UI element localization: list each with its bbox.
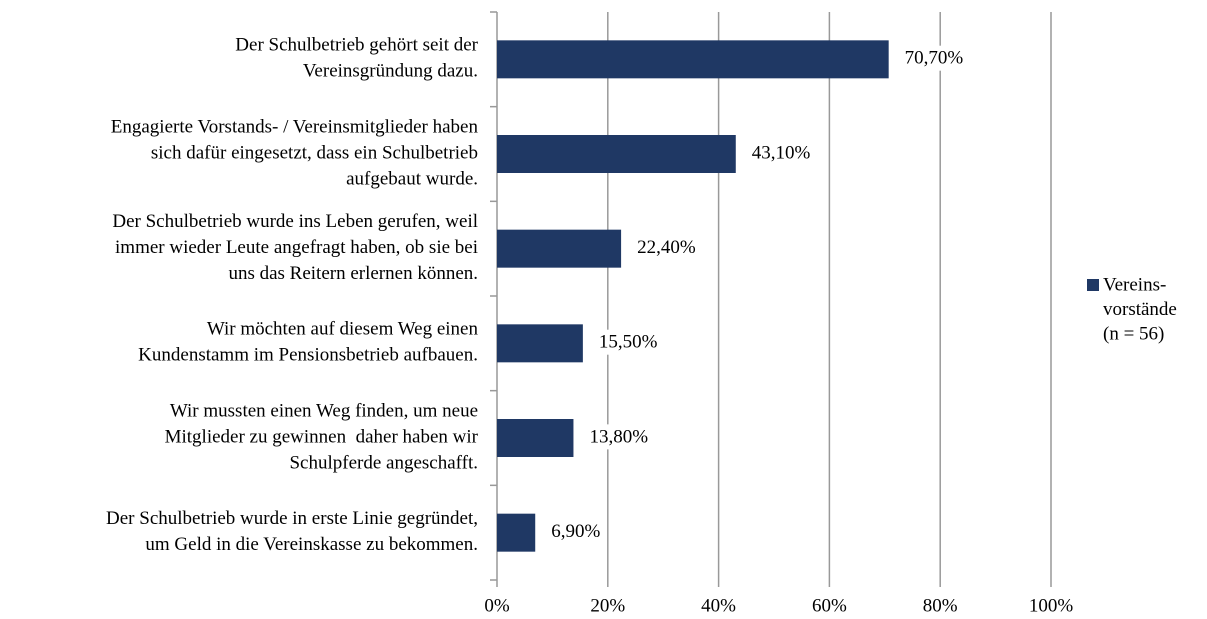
- y-tick-label: immer wieder Leute angefragt haben, ob s…: [115, 237, 478, 258]
- y-tick-label: um Geld in die Vereinskasse zu bekommen.: [145, 534, 478, 555]
- x-tick-label: 60%: [812, 595, 847, 616]
- legend-label: (n = 56): [1103, 323, 1164, 344]
- legend-swatch: [1087, 279, 1099, 291]
- y-tick-label: Wir möchten auf diesem Weg einen: [207, 319, 479, 340]
- value-label: 22,40%: [637, 237, 696, 258]
- y-tick-label: Der Schulbetrieb wurde in erste Linie ge…: [106, 508, 478, 529]
- x-tick-label: 80%: [923, 595, 958, 616]
- value-label-bg: [633, 235, 700, 261]
- value-label-bg: [585, 424, 653, 450]
- y-tick-label: uns das Reitern erlernen können.: [228, 263, 478, 284]
- value-label-bg: [747, 140, 815, 166]
- y-tick-label: Mitglieder zu gewinnen daher haben wir: [165, 426, 479, 447]
- y-tick-label: Kundenstamm im Pensionsbetrieb aufbauen.: [138, 345, 478, 366]
- bar: [497, 419, 574, 457]
- value-label: 6,90%: [551, 521, 600, 542]
- y-tick-label: Vereinsgründung dazu.: [303, 61, 478, 82]
- y-tick-label: Der Schulbetrieb gehört seit der: [235, 35, 478, 56]
- y-tick-label: Schulpferde angeschafft.: [289, 452, 478, 473]
- y-tick-label: Engagierte Vorstands- / Vereinsmitgliede…: [111, 116, 479, 137]
- value-label: 15,50%: [599, 332, 658, 353]
- value-label: 13,80%: [589, 426, 648, 447]
- bar: [497, 513, 536, 552]
- value-label: 43,10%: [752, 142, 811, 163]
- value-label-bg: [547, 519, 605, 545]
- value-label-bg: [594, 329, 662, 355]
- legend-label: Vereins-: [1103, 274, 1166, 295]
- y-tick-label: Wir mussten einen Weg finden, um neue: [170, 400, 478, 421]
- bar: [497, 324, 583, 363]
- y-tick-label: sich dafür eingesetzt, dass ein Schulbet…: [151, 142, 478, 163]
- x-tick-label: 100%: [1029, 595, 1074, 616]
- y-tick-label: aufgebaut wurde.: [346, 168, 478, 189]
- x-tick-label: 0%: [484, 595, 510, 616]
- bar: [497, 135, 736, 173]
- y-tick-label: Der Schulbetrieb wurde ins Leben gerufen…: [112, 211, 478, 232]
- value-label: 70,70%: [905, 48, 964, 69]
- value-label-bg: [900, 45, 968, 71]
- x-tick-label: 40%: [701, 595, 736, 616]
- legend-label: vorstände: [1103, 299, 1177, 320]
- bar: [497, 229, 622, 268]
- x-tick-label: 20%: [590, 595, 625, 616]
- bar: [497, 40, 889, 79]
